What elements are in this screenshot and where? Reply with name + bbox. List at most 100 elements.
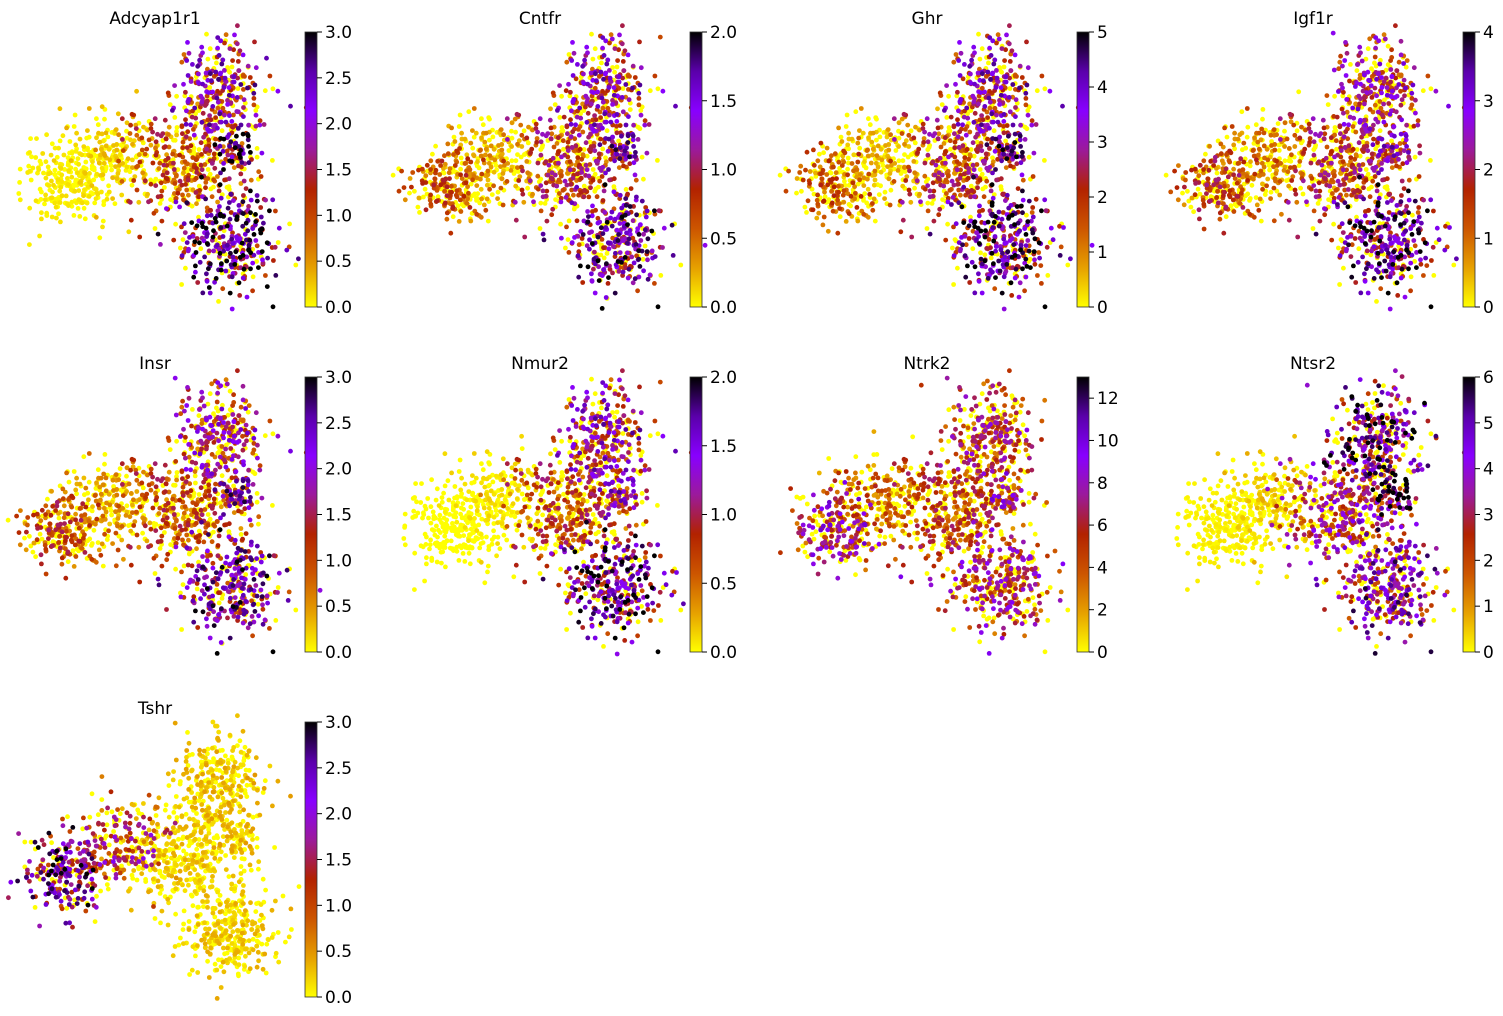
cell-point [96, 160, 102, 166]
cell-point [963, 274, 969, 280]
cell-point [248, 150, 253, 155]
cell-point [49, 178, 54, 184]
cell-point [442, 188, 448, 194]
cell-point [887, 171, 893, 176]
cell-point [234, 95, 240, 100]
cell-point [993, 85, 999, 90]
cell-point [258, 174, 264, 179]
cell-point [212, 165, 218, 171]
cell-point [100, 172, 106, 178]
cell-point [1223, 214, 1229, 220]
cell-point [622, 255, 628, 260]
cell-point [217, 111, 223, 117]
cell-point [549, 212, 555, 218]
cell-point [931, 218, 937, 224]
cell-point [976, 278, 982, 284]
cell-point [634, 212, 639, 218]
cell-point [55, 177, 61, 183]
cell-point [217, 71, 223, 77]
cell-point [202, 162, 208, 167]
cell-point [231, 74, 237, 79]
cell-point [211, 248, 217, 254]
cell-point [236, 280, 242, 286]
cell-point [606, 167, 611, 172]
cell-point [907, 191, 913, 197]
cell-point [251, 96, 257, 101]
cell-point [130, 165, 135, 171]
cell-point [845, 142, 851, 148]
cell-point [612, 216, 618, 222]
cell-point [1039, 281, 1044, 286]
cell-point [977, 177, 983, 183]
cell-point [120, 137, 125, 142]
cell-point [242, 231, 248, 237]
cell-point [982, 104, 988, 109]
cell-point [825, 228, 831, 234]
cell-point [1023, 243, 1029, 249]
cell-point [227, 143, 232, 149]
cell-point [204, 241, 210, 246]
cell-point [901, 111, 907, 117]
cell-point [1025, 238, 1031, 243]
cell-point [584, 44, 590, 50]
cell-point [1047, 88, 1053, 94]
cell-point [1002, 241, 1008, 246]
cell-point [846, 130, 851, 136]
cell-point [544, 218, 550, 224]
cell-point [616, 79, 622, 85]
cell-point [160, 172, 166, 178]
cell-point [970, 140, 976, 146]
cell-point [869, 139, 875, 145]
cell-point [1337, 282, 1342, 287]
cell-point [226, 85, 232, 90]
cell-point [824, 145, 830, 151]
cell-point [454, 148, 459, 154]
cell-point [1275, 121, 1281, 126]
cell-point [1022, 137, 1028, 142]
cell-point [619, 133, 624, 139]
cell-point [966, 223, 972, 229]
cell-point [203, 180, 209, 185]
cell-point [1385, 43, 1391, 49]
cell-point [438, 163, 443, 168]
cell-point [284, 247, 290, 253]
cell-point [972, 50, 977, 56]
cell-point [578, 115, 584, 121]
cell-point [590, 167, 596, 172]
cell-point [520, 168, 525, 174]
cell-point [85, 128, 90, 134]
cell-point [592, 290, 598, 296]
cell-point [146, 137, 152, 143]
cell-point [598, 136, 603, 142]
cell-point [845, 172, 850, 178]
cell-point [531, 199, 536, 205]
cell-point [107, 157, 113, 163]
cell-point [956, 108, 961, 114]
cell-point [987, 164, 993, 170]
cell-point [478, 153, 484, 159]
cell-point [655, 86, 661, 92]
cell-point [896, 158, 902, 164]
cell-point [96, 130, 101, 136]
cell-point [86, 106, 92, 111]
cell-point [993, 136, 999, 142]
cell-point [626, 114, 631, 119]
cell-point [1039, 73, 1045, 79]
cell-point [515, 152, 520, 158]
cell-point [445, 141, 451, 147]
cell-point [900, 183, 906, 189]
cell-point [198, 93, 204, 99]
cell-point [1006, 133, 1011, 139]
cell-point [508, 168, 514, 173]
cell-point [925, 200, 931, 206]
cell-point [652, 73, 658, 79]
cell-point [130, 141, 135, 147]
cell-point [230, 254, 236, 260]
cell-point [1326, 197, 1331, 203]
cell-point [25, 170, 31, 175]
cell-point [888, 132, 893, 138]
cell-point [62, 167, 67, 172]
cell-point [1009, 255, 1015, 260]
cell-point [626, 236, 632, 242]
cell-point [225, 98, 230, 103]
